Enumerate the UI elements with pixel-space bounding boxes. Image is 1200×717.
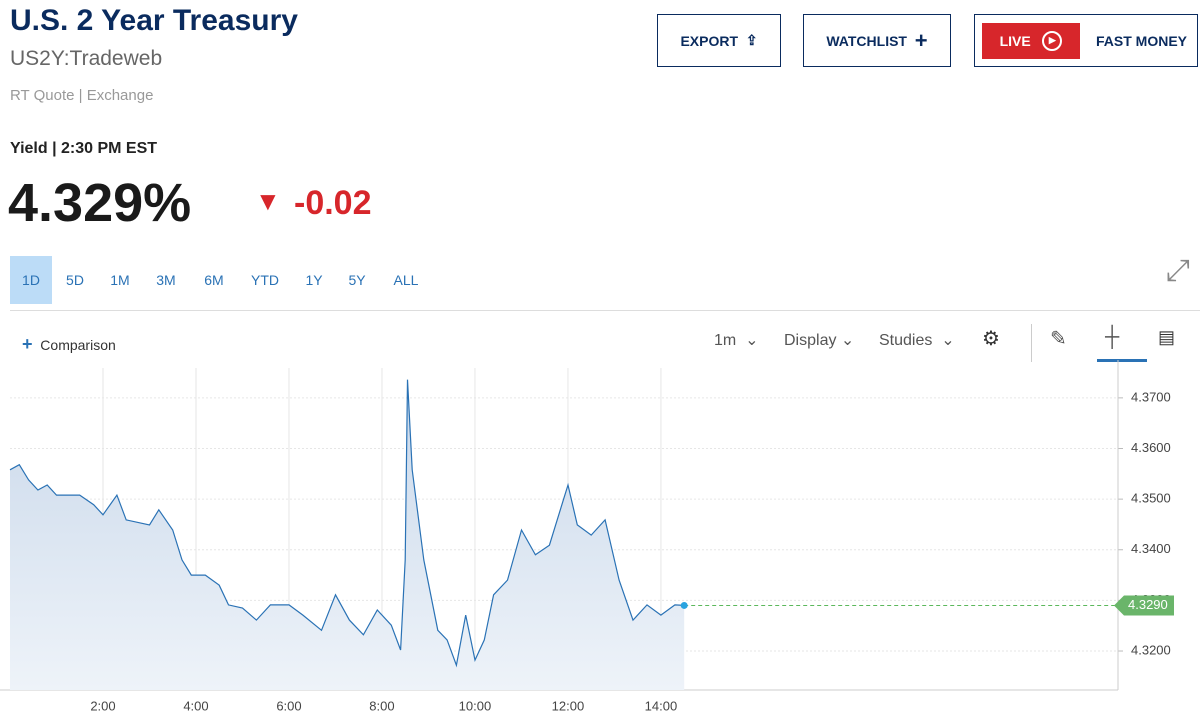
divider (1031, 324, 1032, 362)
fast-money-button[interactable]: LIVE ▶ FAST MONEY (974, 14, 1198, 67)
label: EXPORT (680, 32, 739, 49)
x-tick-label: 12:00 (552, 698, 585, 713)
range-tab[interactable]: 1D (10, 256, 52, 304)
comparison-button[interactable]: + Comparison (22, 334, 116, 354)
draw-icon[interactable]: ✎ (1050, 328, 1067, 350)
x-tick-label: 6:00 (276, 698, 301, 713)
range-tab[interactable]: 5D (66, 272, 84, 288)
notes-icon[interactable]: ▤ (1158, 327, 1176, 347)
label: Comparison (40, 337, 116, 353)
watchlist-button[interactable]: WATCHLIST + (803, 14, 951, 67)
crosshair-icon[interactable]: ┼ (1105, 326, 1120, 348)
y-tick-label: 4.3500 (1131, 491, 1171, 506)
range-tab[interactable]: 6M (204, 272, 224, 288)
export-button[interactable]: EXPORT ⇪ (657, 14, 781, 67)
x-tick-label: 2:00 (90, 698, 115, 713)
y-tick-label: 4.3200 (1131, 642, 1171, 657)
range-tab[interactable]: YTD (251, 272, 279, 288)
x-tick-label: 10:00 (459, 698, 492, 713)
label: WATCHLIST (826, 32, 907, 49)
last-price-badge (1114, 595, 1174, 616)
label: Studies (879, 332, 933, 349)
icon: ▶ (1042, 30, 1063, 51)
title: U.S. 2 Year Treasury (10, 4, 298, 37)
range-tab[interactable]: 5Y (348, 272, 366, 288)
x-tick-label: 4:00 (183, 698, 208, 713)
y-tick-label: 4.3400 (1131, 541, 1171, 556)
settings-icon[interactable]: ⚙ (982, 328, 1000, 350)
last-price-label: 4.3290 (1128, 597, 1168, 612)
y-tick-label: 4.3600 (1131, 440, 1171, 455)
studies-menu[interactable]: Studies ⌄ (879, 332, 955, 349)
label: 1m (714, 332, 737, 349)
active-indicator (1097, 359, 1147, 362)
price: 4.329% (8, 173, 192, 233)
live-badge: LIVE ▶ (982, 22, 1080, 59)
interval-menu[interactable]: 1m ⌄ (714, 332, 759, 349)
last-point (680, 601, 688, 609)
y-tick-label: 4.3700 (1131, 389, 1171, 404)
source: RT Quote | Exchange (10, 87, 154, 104)
area-fill (10, 379, 685, 690)
range-tab[interactable]: ALL (393, 272, 419, 288)
label: Display (784, 332, 837, 349)
chart: 4.32004.33004.34004.35004.36004.37002:00… (0, 360, 1174, 713)
down-arrow: ▼ (255, 186, 281, 216)
range-tab[interactable]: 1M (110, 272, 130, 288)
expand-icon[interactable]: ⤢ (1166, 254, 1190, 287)
icon: ⇪ (745, 32, 758, 48)
separator (10, 310, 1200, 311)
range-tab[interactable]: 3M (156, 272, 176, 288)
range-tab[interactable]: 1Y (305, 272, 323, 288)
change: -0.02 (294, 184, 372, 222)
display-menu[interactable]: Display ⌄ (784, 332, 855, 349)
x-tick-label: 14:00 (645, 698, 678, 713)
label: LIVE (999, 32, 1031, 49)
price-line (9, 379, 685, 668)
x-tick-label: 8:00 (369, 698, 394, 713)
quote-label: Yield | 2:30 PM EST (10, 140, 158, 157)
symbol: US2Y:Tradeweb (10, 47, 163, 70)
icon: + (914, 27, 928, 53)
label: FAST MONEY (1096, 32, 1188, 49)
